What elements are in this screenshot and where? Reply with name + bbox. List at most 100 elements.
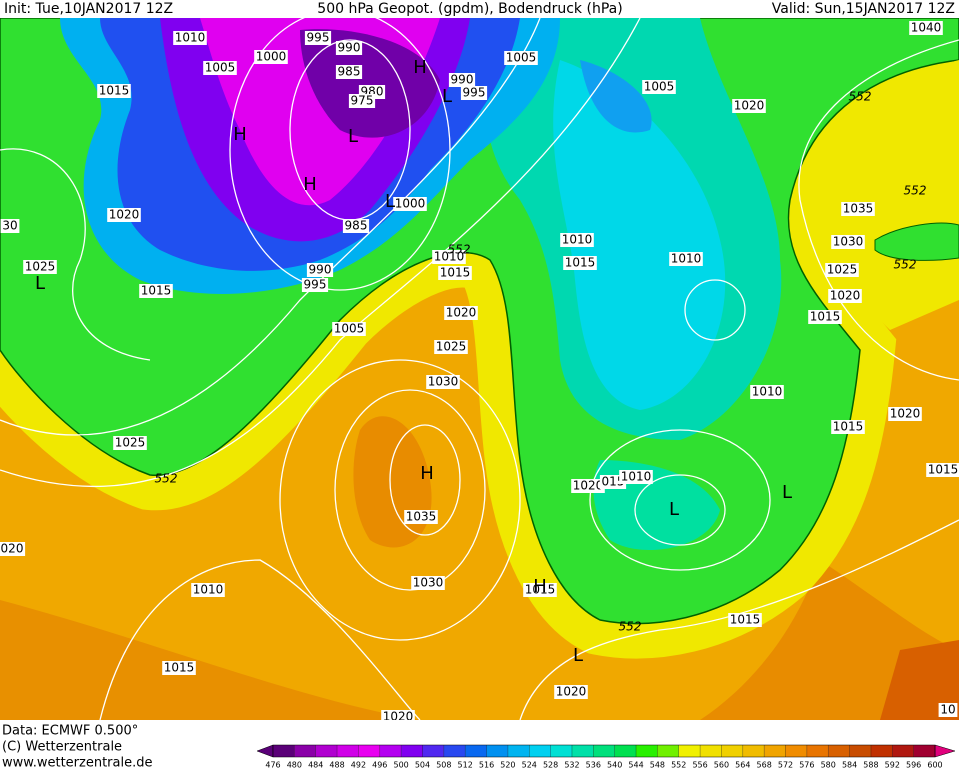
isobar xyxy=(0,148,151,361)
colorbar-swatch xyxy=(785,745,807,757)
isobar-label-box xyxy=(841,202,875,216)
isobar-label-box xyxy=(571,479,605,493)
isobar-label: 1035 xyxy=(843,202,874,216)
isobar-label-box xyxy=(342,219,370,233)
colorbar-swatch xyxy=(273,745,295,757)
colorbar-end xyxy=(256,744,274,758)
isobar-label-box xyxy=(203,61,237,75)
isobar-label: 30 xyxy=(2,219,17,233)
isobar-label: 1005 xyxy=(334,322,365,336)
isobar-label: 995 xyxy=(463,86,486,100)
colorbar-swatch xyxy=(571,745,594,757)
colorbar-label: 480 xyxy=(287,761,302,770)
colorbar-label: 516 xyxy=(479,761,494,770)
website: www.wetterzentrale.de xyxy=(2,756,152,770)
isobar-label: 975 xyxy=(351,94,374,108)
isobar-label: 1010 xyxy=(193,583,224,597)
isobar-label-box xyxy=(909,21,943,35)
isobar-label-box xyxy=(432,250,466,264)
colorbar-label: 600 xyxy=(927,761,942,770)
isobar-label: 552 xyxy=(619,620,642,634)
isobar-label: 1015 xyxy=(440,266,471,280)
pressure-center: L xyxy=(442,86,452,107)
isobar-label: 1020 xyxy=(556,685,587,699)
isobar-label-box xyxy=(828,289,862,303)
isobar-label: 1005 xyxy=(506,51,537,65)
isobar-label-box xyxy=(669,252,703,266)
pressure-center: H xyxy=(233,124,247,145)
isobar-label: 1030 xyxy=(413,576,444,590)
copyright: (C) Wetterzentrale xyxy=(2,740,122,755)
isobar xyxy=(229,18,451,291)
isobar-label: 020 xyxy=(1,542,24,556)
isobar-label-box xyxy=(393,197,427,211)
header-bar xyxy=(0,0,959,18)
isobar-label-box xyxy=(335,41,363,55)
colorbar-label: 564 xyxy=(735,761,750,770)
field-band xyxy=(874,222,959,261)
isobar-label-box xyxy=(348,94,376,108)
colorbar-label: 488 xyxy=(329,761,344,770)
colorbar-swatch xyxy=(486,745,508,757)
colorbar-end xyxy=(934,744,956,758)
isobar-label: 990 xyxy=(338,41,361,55)
isobar-label: 985 xyxy=(345,219,368,233)
colorbar-label: 552 xyxy=(671,761,686,770)
isobar-label-box xyxy=(306,263,334,277)
field-band xyxy=(0,600,420,720)
isobar-label: 1015 xyxy=(833,420,864,434)
colorbar: 476 480 484 488 492 496 500 504 508 512 516 520 524 5… xyxy=(256,744,956,770)
colorbar-swatch xyxy=(507,745,530,757)
isobar-label-box xyxy=(926,463,959,477)
isobar-label-box xyxy=(619,470,653,484)
isobar-label: 10 xyxy=(940,703,955,717)
isobar-label-box xyxy=(335,65,363,79)
isobar-label-box xyxy=(304,31,332,45)
isobar-label-box xyxy=(825,263,859,277)
isobar xyxy=(0,18,641,488)
pressure-center: H xyxy=(533,576,547,597)
colorbar-label: 544 xyxy=(628,761,643,770)
init-time: Init: Tue,10JAN2017 12Z xyxy=(4,1,173,17)
isobar-label-box xyxy=(504,51,538,65)
isobar-label: 1025 xyxy=(115,436,146,450)
isobar-label: 1005 xyxy=(205,61,236,75)
colorbar-label: 528 xyxy=(543,761,558,770)
colorbar-swatch xyxy=(913,745,935,757)
isobar-label-box xyxy=(750,385,784,399)
colorbar-swatch xyxy=(636,745,658,757)
isobar-label-box xyxy=(411,576,445,590)
colorbar-label: 512 xyxy=(458,761,473,770)
isobar-label-box xyxy=(448,73,476,87)
colorbar-swatch xyxy=(337,745,359,757)
isobar xyxy=(99,559,421,720)
isobar-label-box xyxy=(332,322,366,336)
pressure-center: H xyxy=(413,57,427,78)
isobar-label: 1010 xyxy=(562,233,593,247)
isobar-label-box xyxy=(113,436,147,450)
isobar-label: 990 xyxy=(309,263,332,277)
colorbar-swatch xyxy=(721,745,743,757)
field-band xyxy=(880,640,959,720)
isobar-label: 1015 xyxy=(525,583,556,597)
isobar-label-box xyxy=(107,208,141,222)
isobar-label: 1015 xyxy=(164,661,195,675)
isobar-label: 990 xyxy=(451,73,474,87)
isobar-label-box xyxy=(139,284,173,298)
colorbar-swatch xyxy=(892,745,914,757)
isobar xyxy=(589,429,771,571)
isobar-label-box xyxy=(523,583,557,597)
colorbar-swatch xyxy=(593,745,615,757)
colorbar-swatch xyxy=(422,745,444,757)
colorbar-label: 540 xyxy=(607,761,622,770)
colorbar-label: 508 xyxy=(436,761,451,770)
isobar-label: 1000 xyxy=(395,197,426,211)
isobar-label: 1010 xyxy=(752,385,783,399)
isobar-label-box xyxy=(381,710,415,720)
field-band xyxy=(553,60,726,410)
isobar-label-box xyxy=(426,375,460,389)
colorbar-label: 524 xyxy=(522,761,537,770)
